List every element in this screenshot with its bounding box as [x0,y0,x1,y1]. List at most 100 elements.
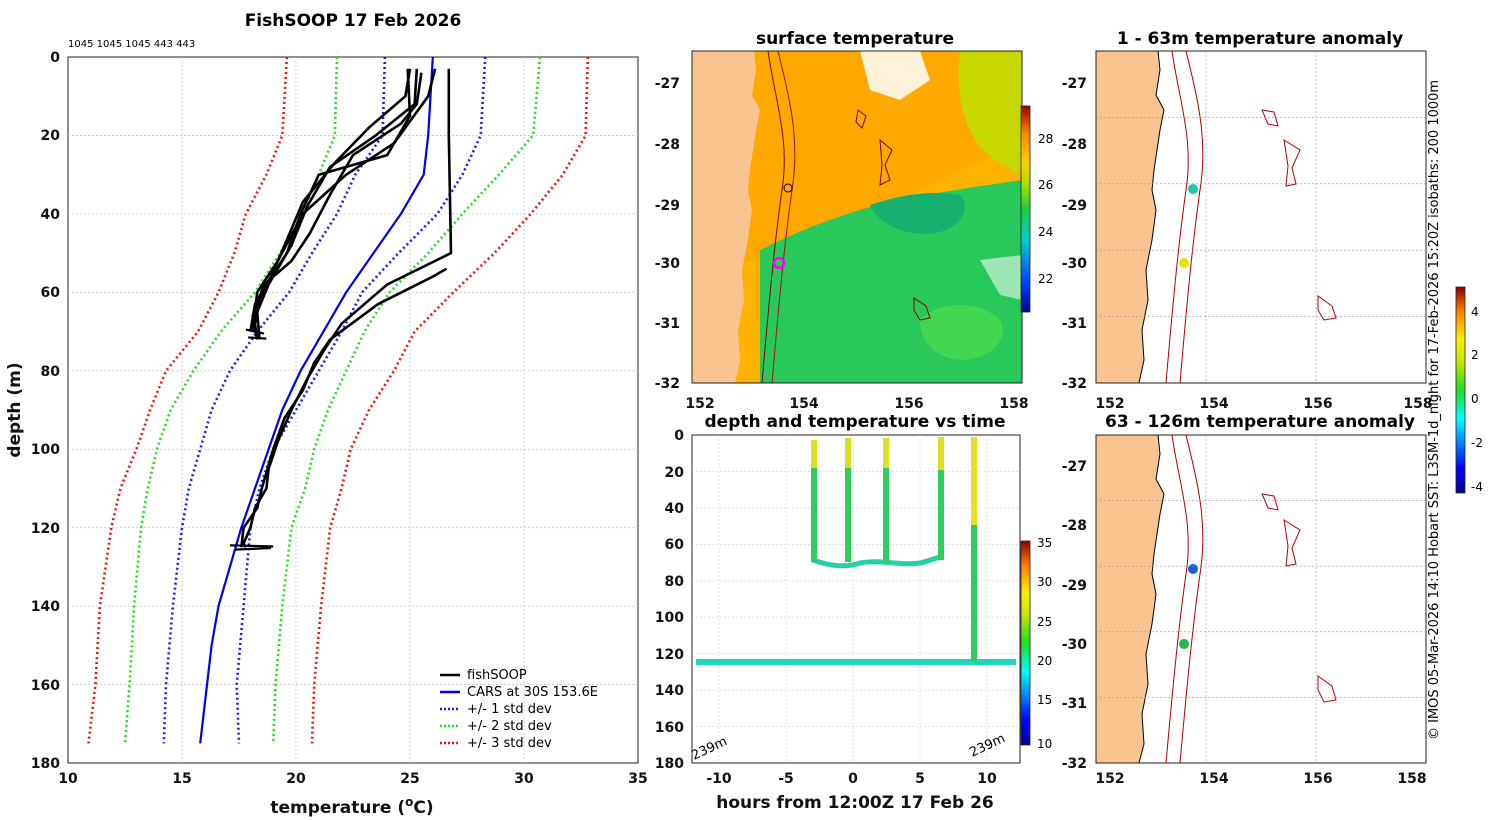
anomaly-deep-xtick: 154 [1199,771,1228,787]
anomaly-deep-ytick: -27 [1062,459,1087,475]
sst-seamount [879,138,893,186]
depth-time-ytick: 160 [655,720,684,736]
anomaly-shallow-marker [1179,258,1189,268]
depth-time-colorbar-tick: 35 [1037,536,1052,550]
profile-ytick: 140 [31,599,60,615]
sst-colorbar-tick: 28 [1038,132,1053,146]
depth-time-ytick: 60 [665,537,685,553]
anomaly-colorbar-tick: 0 [1471,392,1479,406]
profile-line-sd1 [162,56,387,744]
sst-ytick: -27 [655,76,680,92]
anomaly-colorbar-tick: -4 [1471,480,1483,494]
depth-time-ytick: 120 [655,647,684,663]
depth-time-xtick: 0 [848,771,858,787]
depth-time-colorbar-tick: 10 [1037,737,1052,751]
anomaly-deep-seamount [1283,518,1301,567]
profile-series [87,56,590,744]
anomaly-deep-marker [1188,564,1198,574]
anomaly-shallow-map [1096,51,1426,383]
credit-text: © IMOS 05-Mar-2026 14:10 Hobart SST: L3S… [1427,80,1442,740]
anomaly-colorbar-tick: 4 [1471,305,1479,319]
anomaly-shallow-xtick: 158 [1403,396,1432,412]
depth-time-xtick: 10 [977,771,997,787]
anomaly-shallow-ytick: -31 [1062,316,1087,332]
sst-colorbar [1020,105,1031,313]
anomaly-deep-ytick: -30 [1062,637,1088,653]
anomaly-shallow-ytick: -27 [1062,76,1087,92]
sst-eddy [870,193,965,234]
anomaly-deep-ytick: -32 [1062,756,1087,772]
sst-cast-marker-highlight [772,256,786,270]
sst-xtick: 152 [685,396,714,412]
anomaly-deep-xtick: 152 [1095,771,1124,787]
legend-label-sd3: +/- 3 std dev [467,736,552,751]
depth-time-trace-mid [812,555,944,569]
anomaly-deep-isobath-200 [1165,435,1189,763]
profile-x-label: temperature (oC) [270,795,433,818]
profile-bottom-scribble [245,328,267,340]
profile-xtick: 20 [286,771,306,787]
sst-ytick: -29 [655,198,680,214]
anomaly-deep-ytick: -31 [1062,696,1087,712]
sst-xtick: 154 [789,396,818,412]
profile-ytick: 0 [50,50,60,66]
anomaly-deep-isobath-1000 [1179,435,1204,763]
depth-time-colorbar-tick: 20 [1037,654,1052,668]
profile-ytick: 160 [31,678,60,694]
legend-label-sd2: +/- 2 std dev [467,719,552,734]
anomaly-shallow-xtick: 156 [1303,396,1332,412]
sst-ytick: -32 [655,376,680,392]
anomaly-shallow-ytick: -30 [1062,256,1088,272]
sst-isobath-200 [761,51,785,383]
sst-cast-marker [783,183,793,193]
profile-chart: FishSOOP 17 Feb 2026 1045 1045 1045 443 … [5,11,648,818]
legend-label-cars: CARS at 30S 153.6E [467,685,598,700]
sst-cloud-patch [860,51,930,100]
profile-line-fishsoop [242,68,453,548]
anomaly-shallow-land [1096,51,1165,383]
depth-time-colorbar-tick: 25 [1037,615,1052,629]
sst-colorbar-tick: 24 [1038,225,1053,239]
profile-legend: fishSOOP CARS at 30S 153.6E +/- 1 std de… [440,668,598,751]
anomaly-deep-ytick: -28 [1062,518,1087,534]
anomaly-deep-xtick: 158 [1397,771,1426,787]
profile-y-label: depth (m) [5,362,25,457]
profile-ytick: 120 [31,521,60,537]
profile-ytick: 40 [41,207,61,223]
profile-xtick: 30 [514,771,534,787]
sst-seamount [913,297,931,321]
anomaly-shallow-title: 1 - 63m temperature anomaly [1117,29,1403,49]
profile-line-fishsoop [255,68,419,340]
sst-yellowgreen-patch [958,51,1022,175]
sst-title: surface temperature [756,29,954,49]
profile-ytick: 80 [41,364,61,380]
profile-x-ticks: 10 15 20 25 30 35 [58,771,647,787]
profile-xtick: 15 [172,771,191,787]
anomaly-colorbar-tick: -2 [1471,436,1483,450]
sst-ytick: -28 [655,137,680,153]
anomaly-shallow-seamount [1261,109,1279,127]
sst-ytick: -31 [655,316,680,332]
sst-cloud-patch [980,255,1022,300]
depth-time-axes-box [691,434,1021,764]
depth-time-ytick: 0 [674,428,684,444]
anomaly-deep-axes-box [1095,434,1427,764]
anomaly-deep-ytick: -29 [1062,578,1087,594]
sst-ytick: -30 [655,256,681,272]
depth-time-xtick: -5 [778,771,794,787]
depth-time-ytick: 20 [665,465,685,481]
anomaly-shallow-axes-box [1095,50,1427,384]
anomaly-shallow-xtick: 152 [1095,396,1124,412]
anomaly-shallow-xtick: 154 [1199,396,1228,412]
sst-orange-band [692,51,1022,270]
anomaly-shallow-marker [1188,184,1198,194]
depth-time-title: depth and temperature vs time [705,412,1006,432]
profile-line-cars [199,56,434,744]
anomaly-map-shallow: 1 - 63m temperature anomaly -27 -28 -29 … [1062,29,1433,412]
profile-line-sd2 [271,56,542,744]
profile-line-fishsoop [249,68,412,332]
anomaly-deep-map [1096,435,1426,763]
profile-xtick: 25 [400,771,419,787]
anomaly-shallow-ytick: -28 [1062,137,1087,153]
